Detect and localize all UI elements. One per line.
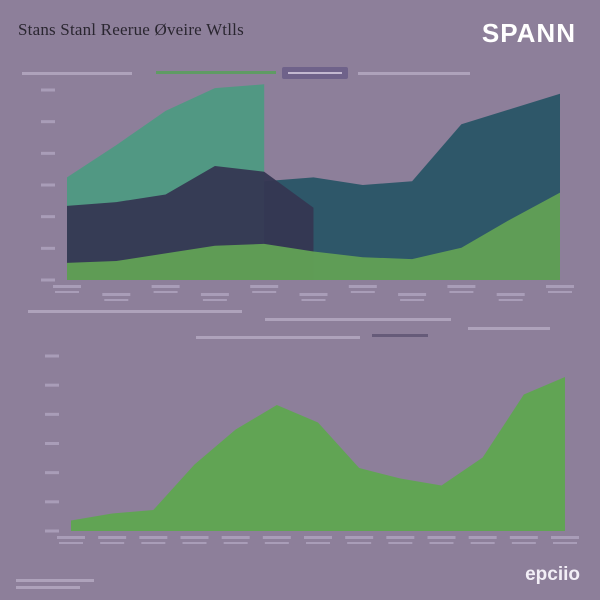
- x-tick-mark: [139, 536, 168, 539]
- x-tick-mark: [400, 299, 425, 301]
- footer-logo: epciio: [525, 564, 580, 585]
- legend-strip: [156, 71, 276, 74]
- x-tick-mark: [57, 536, 85, 539]
- y-tick-mark: [45, 442, 59, 445]
- x-tick-mark: [496, 293, 525, 296]
- x-tick-mark: [182, 542, 207, 544]
- x-tick-mark: [153, 291, 178, 293]
- x-tick-mark: [102, 293, 131, 296]
- y-tick-mark: [45, 471, 59, 475]
- caption-strip: [372, 334, 428, 337]
- x-tick-mark: [252, 291, 277, 293]
- x-tick-mark: [548, 291, 572, 293]
- caption-strip: [265, 318, 451, 321]
- x-tick-mark: [511, 542, 536, 544]
- y-tick-mark: [45, 500, 59, 504]
- x-tick-mark: [498, 299, 523, 301]
- footer-strip: [16, 579, 94, 582]
- x-tick-mark: [546, 285, 574, 288]
- y-tick-mark: [41, 215, 55, 219]
- legend-strip: [358, 72, 470, 75]
- x-tick-mark: [386, 536, 415, 539]
- x-tick-mark: [53, 285, 81, 288]
- x-tick-mark: [301, 299, 326, 301]
- legend-pill: [282, 67, 348, 79]
- x-tick-mark: [348, 285, 377, 288]
- y-tick-mark: [41, 183, 55, 187]
- x-tick-mark: [447, 285, 476, 288]
- x-tick-mark: [200, 293, 229, 296]
- x-tick-mark: [449, 291, 474, 293]
- x-tick-mark: [306, 542, 330, 544]
- y-tick-mark: [45, 354, 59, 358]
- y-tick-mark: [41, 120, 55, 124]
- y-tick-mark: [45, 529, 59, 533]
- y-tick-mark: [41, 88, 55, 92]
- x-tick-mark: [100, 542, 125, 544]
- x-tick-mark: [398, 293, 427, 296]
- area-series-1: [264, 93, 560, 280]
- caption-strip: [196, 336, 360, 339]
- x-tick-mark: [388, 542, 413, 544]
- x-tick-mark: [299, 293, 328, 296]
- x-tick-mark: [262, 536, 291, 539]
- x-tick-mark: [98, 536, 127, 539]
- x-tick-mark: [221, 536, 250, 539]
- x-tick-mark: [470, 542, 495, 544]
- x-tick-mark: [151, 285, 180, 288]
- x-tick-mark: [250, 285, 279, 288]
- x-tick-mark: [180, 536, 209, 539]
- legend-strip: [22, 72, 132, 75]
- chart-title: Stans Stanl Reerue Øveire Wtlls: [18, 20, 244, 39]
- x-tick-mark: [350, 291, 375, 293]
- x-tick-mark: [427, 536, 456, 539]
- y-tick-mark: [41, 246, 55, 250]
- x-tick-mark: [264, 542, 289, 544]
- x-tick-mark: [347, 542, 372, 544]
- x-tick-mark: [468, 536, 497, 539]
- x-tick-mark: [553, 542, 577, 544]
- caption-strip: [468, 327, 550, 330]
- x-tick-mark: [55, 291, 79, 293]
- x-tick-mark: [429, 542, 454, 544]
- caption-strip: [28, 310, 242, 313]
- brand-logo: SPANN: [481, 18, 576, 48]
- x-tick-mark: [104, 299, 129, 301]
- x-tick-mark: [509, 536, 538, 539]
- y-tick-mark: [41, 278, 55, 282]
- footer-strip: [16, 586, 80, 589]
- x-tick-mark: [304, 536, 332, 539]
- y-tick-mark: [45, 412, 59, 416]
- y-tick-mark: [45, 383, 59, 387]
- x-tick-mark: [59, 542, 83, 544]
- x-tick-mark: [141, 542, 166, 544]
- x-tick-mark: [551, 536, 579, 539]
- area-series-0: [71, 377, 565, 531]
- area-series-3: [67, 192, 560, 280]
- x-tick-mark: [202, 299, 227, 301]
- x-tick-mark: [345, 536, 374, 539]
- y-tick-mark: [41, 151, 55, 155]
- x-tick-mark: [223, 542, 248, 544]
